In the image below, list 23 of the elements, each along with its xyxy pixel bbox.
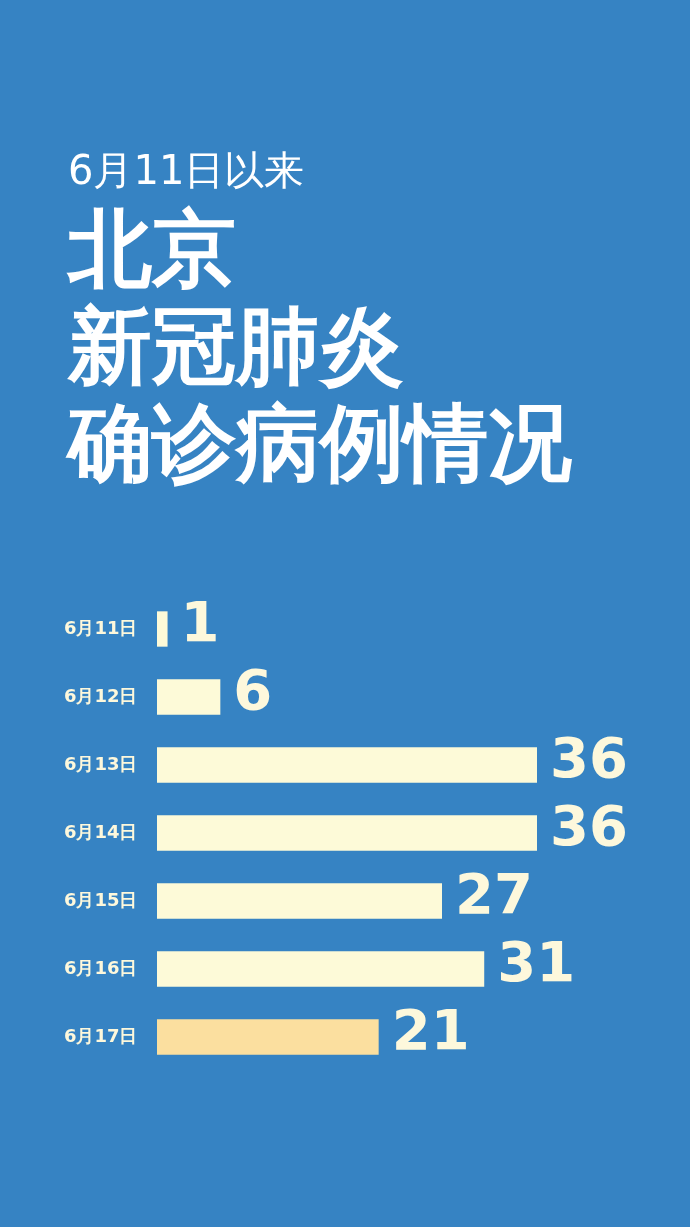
bar bbox=[157, 611, 168, 647]
y-tick-label: 6月14日 bbox=[63, 821, 138, 842]
y-tick-label: 6月12日 bbox=[63, 685, 138, 706]
data-label: 6 bbox=[233, 657, 273, 722]
data-label: 21 bbox=[391, 997, 470, 1062]
bar bbox=[157, 951, 485, 987]
y-tick-label: 6月16日 bbox=[63, 957, 138, 978]
y-tick-label: 6月11日 bbox=[63, 617, 138, 638]
data-label: 31 bbox=[497, 929, 576, 994]
bar bbox=[157, 1019, 379, 1055]
data-label: 36 bbox=[550, 793, 628, 858]
data-label: 36 bbox=[550, 725, 628, 790]
data-label: 27 bbox=[455, 861, 533, 926]
bar bbox=[157, 747, 537, 783]
chart-title: 北京新冠肺炎确诊病例情况 bbox=[65, 200, 572, 492]
y-tick-label: 6月17日 bbox=[63, 1025, 138, 1046]
chart-subtitle: 6月11日以来 bbox=[68, 147, 305, 193]
bar bbox=[157, 883, 442, 919]
data-label: 1 bbox=[180, 589, 220, 654]
bar bbox=[157, 679, 221, 715]
y-tick-label: 6月15日 bbox=[63, 889, 138, 910]
y-tick-label: 6月13日 bbox=[63, 753, 138, 774]
bar bbox=[157, 815, 537, 851]
